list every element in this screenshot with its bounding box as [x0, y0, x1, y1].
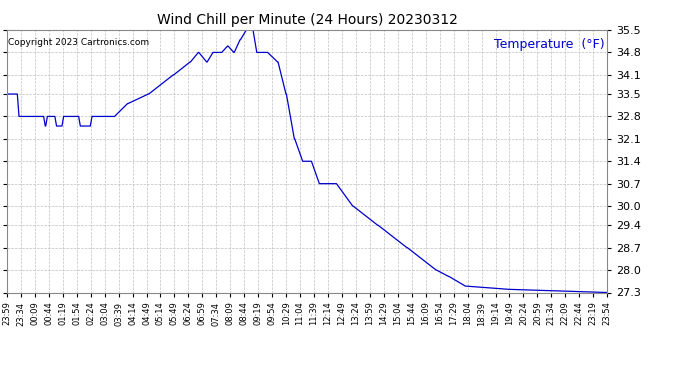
Title: Wind Chill per Minute (24 Hours) 20230312: Wind Chill per Minute (24 Hours) 2023031…: [157, 13, 457, 27]
Text: Copyright 2023 Cartronics.com: Copyright 2023 Cartronics.com: [8, 38, 149, 47]
Text: Temperature  (°F): Temperature (°F): [493, 38, 604, 51]
